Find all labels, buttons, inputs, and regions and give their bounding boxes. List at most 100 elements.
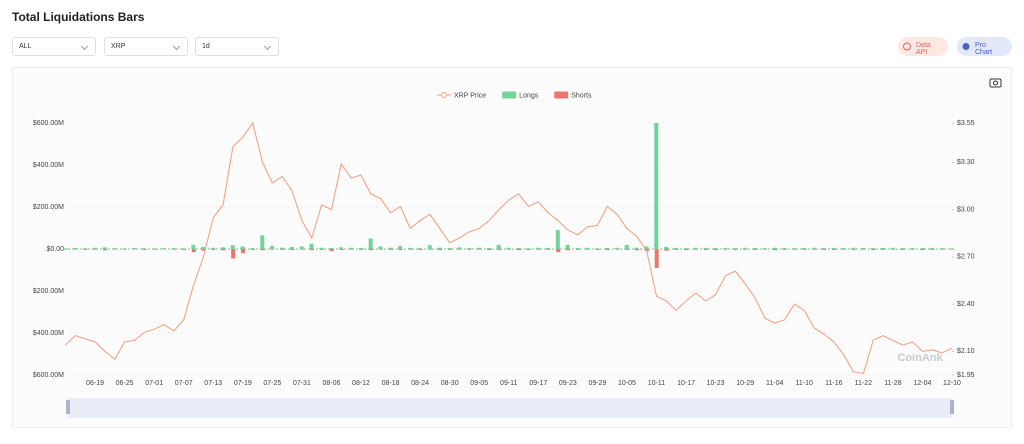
bar: [230, 245, 235, 249]
bar: [201, 246, 206, 249]
camera-icon[interactable]: [989, 78, 1002, 88]
bar: [457, 249, 462, 250]
navigator-handle[interactable]: [66, 400, 70, 414]
bar: [871, 249, 876, 251]
bar: [772, 249, 777, 251]
bar: [811, 247, 816, 249]
legend-label: XRP Price: [454, 92, 486, 99]
bar: [417, 248, 422, 249]
x-tick-label: 10-29: [736, 380, 754, 387]
bar: [920, 248, 925, 249]
bar: [63, 248, 68, 249]
bar: [832, 249, 836, 250]
bar: [231, 249, 236, 259]
bar: [506, 249, 511, 250]
bar: [319, 249, 324, 250]
coin-select[interactable]: XRP: [104, 37, 188, 56]
bar: [526, 249, 531, 250]
bar: [112, 248, 117, 249]
bar: [408, 247, 413, 249]
pro-chart-button[interactable]: Pro Chart: [957, 37, 1012, 56]
bar: [299, 246, 304, 249]
bar: [388, 247, 393, 249]
bar: [654, 249, 659, 268]
x-tick-label: 09-05: [470, 380, 488, 387]
x-tick-label: 08-30: [441, 380, 459, 387]
legend-swatch: [502, 91, 517, 99]
bar: [378, 246, 383, 249]
bar: [63, 249, 68, 250]
bar: [536, 249, 541, 250]
bar: [437, 247, 442, 249]
bar: [664, 249, 669, 251]
bar: [240, 246, 245, 249]
asset-filter[interactable]: ALL: [12, 37, 96, 56]
x-tick-label: 10-11: [648, 380, 665, 387]
bar: [260, 249, 265, 251]
navigator-handle[interactable]: [950, 400, 954, 414]
bar: [713, 248, 718, 249]
bar: [270, 249, 275, 250]
bar: [752, 247, 757, 249]
bar: [792, 249, 797, 250]
navigator[interactable]: [68, 398, 952, 418]
bar: [516, 249, 521, 251]
bar: [615, 249, 620, 250]
interval-select[interactable]: 1d: [195, 37, 279, 56]
bar: [723, 249, 728, 250]
bar: [605, 249, 610, 251]
bar: [398, 245, 403, 249]
bar: [930, 249, 935, 250]
x-tick-label: 08-12: [352, 380, 370, 387]
x-tick-label: 08-24: [411, 380, 429, 387]
bar: [477, 249, 482, 250]
bar: [605, 247, 610, 249]
legend-label: Longs: [519, 92, 539, 99]
x-tick-label: 09-29: [588, 380, 606, 387]
bar: [280, 249, 285, 250]
bar: [447, 247, 452, 249]
bar: [536, 247, 541, 249]
x-tick-label: 12-10: [943, 380, 961, 387]
bar: [339, 247, 344, 249]
bar: [703, 249, 708, 250]
bar: [427, 245, 432, 249]
bar: [161, 248, 166, 249]
bar: [487, 249, 492, 251]
bar: [545, 247, 550, 249]
x-tick-label: 07-01: [145, 380, 163, 387]
bar: [841, 249, 846, 250]
x-tick-label: 09-23: [559, 380, 577, 387]
bar: [782, 249, 787, 250]
bar: [221, 249, 226, 251]
bar: [171, 247, 176, 249]
bar: [418, 249, 423, 250]
x-tick-label: 07-31: [293, 380, 311, 387]
bar: [753, 249, 758, 250]
bar: [694, 249, 699, 250]
bar: [467, 247, 472, 249]
bar: [802, 249, 807, 250]
bar: [447, 249, 452, 250]
bar: [270, 245, 275, 249]
x-tick-label: 11-28: [884, 380, 901, 387]
bar: [250, 249, 255, 250]
bar: [624, 244, 629, 249]
bar: [191, 249, 196, 253]
bar: [723, 247, 728, 249]
bar: [861, 247, 866, 249]
bar: [930, 247, 935, 249]
data-api-button[interactable]: Data API: [898, 37, 948, 56]
x-tick-label: 07-25: [263, 380, 281, 387]
legend-label: Shorts: [571, 92, 592, 99]
bar: [910, 247, 915, 249]
bar: [83, 248, 87, 249]
y-tick-label: $0.00: [46, 246, 64, 253]
bar: [142, 248, 147, 249]
bar: [300, 249, 305, 250]
x-tick-label: 09-11: [500, 380, 517, 387]
bar: [654, 123, 659, 249]
price-line: [65, 121, 953, 375]
bar: [497, 249, 502, 250]
bar: [733, 248, 738, 249]
